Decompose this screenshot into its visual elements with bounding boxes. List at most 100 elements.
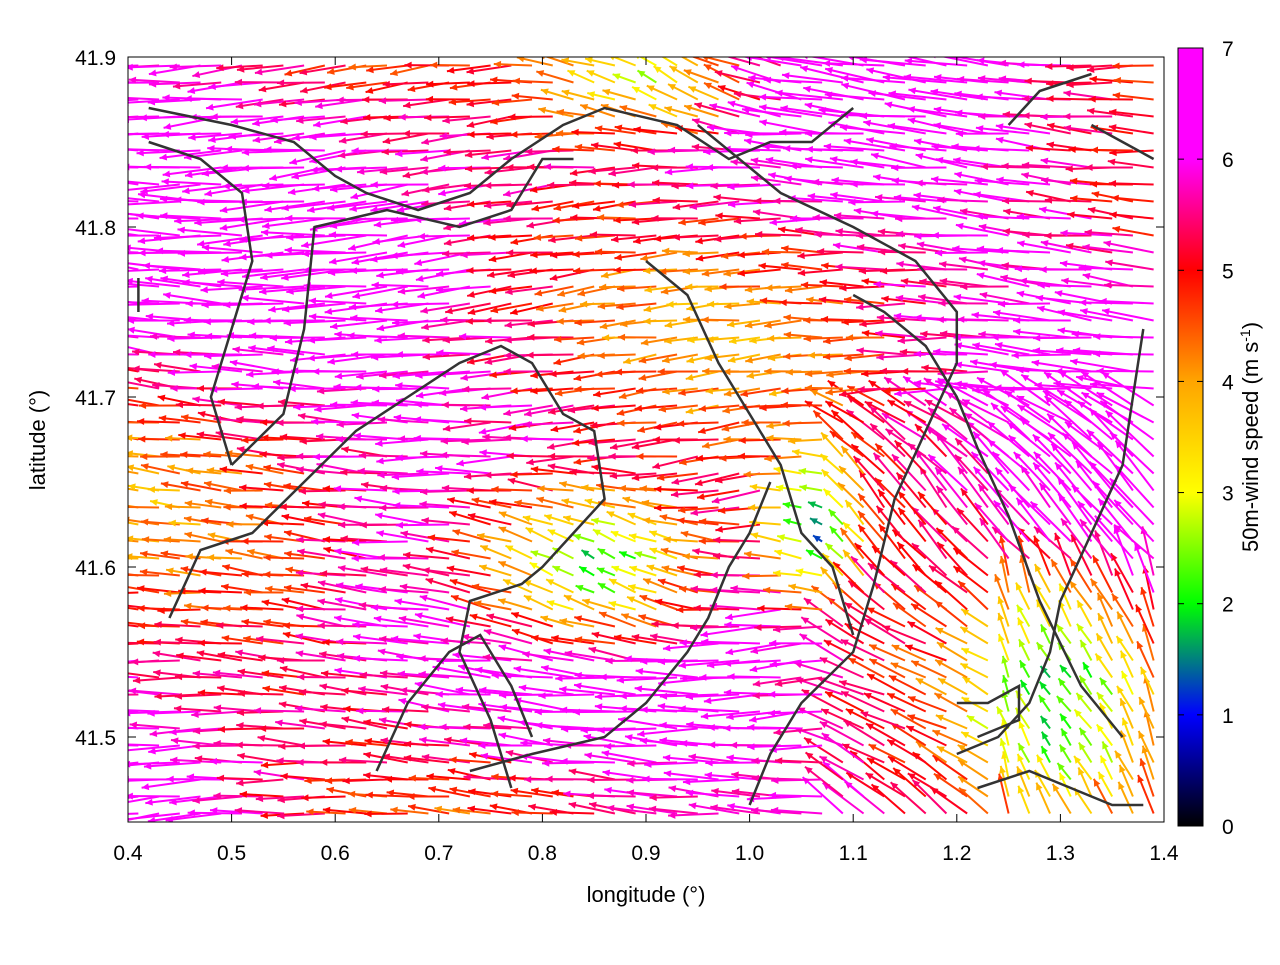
wind-vector-head [107,340,115,347]
wind-vector-head [95,590,102,597]
wind-vector-head [197,650,205,657]
y-tick-label: 41.9 [75,47,116,70]
wind-vector-head [96,601,104,608]
wind-vector-head [415,612,423,619]
wind-vector-head [647,565,655,572]
wind-vector-head [699,518,706,525]
wind-vector-shaft [264,149,325,150]
wind-vector-head [686,374,694,381]
wind-vector-head [141,519,148,526]
wind-vector-shaft [912,507,947,541]
wind-vector-head [593,205,601,212]
wind-vector-head [1045,197,1052,204]
wind-vector-head [481,393,489,400]
wind-vector-head [301,794,308,801]
wind-vector-head [350,267,357,274]
wind-vector-head [1104,282,1111,289]
wind-vector-head [719,455,726,462]
wind-vector-head [391,301,398,308]
wind-vector-head [188,87,196,94]
wind-vector-head [307,355,314,362]
wind-vector-head [379,504,386,511]
wind-vector-shaft [957,319,1008,320]
wind-vector-head [247,318,254,325]
wind-vector-head [362,96,369,103]
wind-vector-head [812,179,819,186]
wind-vector-head [654,486,661,493]
wind-vector-head [671,491,678,498]
colorbar [1178,48,1203,826]
wind-vector-head [341,446,349,453]
wind-vector-head [699,405,706,412]
wind-vector-head [597,352,604,359]
wind-vector-head [1040,113,1047,120]
wind-vector-shaft [806,149,864,150]
wind-vector-head [119,131,126,138]
wind-vector-head [467,487,474,494]
wind-vector-head [375,440,382,447]
wind-vector-head [263,317,270,324]
wind-vector-head [1000,738,1007,746]
wind-vector-head [265,252,272,259]
wind-vector-shaft [725,610,780,619]
wind-vector-head [513,78,520,85]
wind-vector-head [595,693,602,700]
wind-vector-head [105,482,113,489]
wind-vector-shaft [618,719,677,729]
wind-vector-head [342,777,349,784]
wind-vector-head [77,173,85,180]
wind-vector-head [972,145,979,152]
wind-vector-shaft [747,727,801,728]
wind-vector-head [728,356,736,363]
wind-vector-head [203,451,210,458]
wind-vector-head [169,520,176,527]
wind-vector-head [492,99,499,106]
wind-vector-head [1046,95,1053,102]
wind-vector-head [296,613,304,620]
wind-vector-head [660,514,668,521]
wind-vector-head [177,227,184,234]
wind-vector-head [184,516,192,523]
wind-vector-head [286,234,293,241]
wind-vector-shaft [705,763,760,764]
wind-vector-head [631,147,638,154]
wind-vector-head [1096,367,1103,374]
wind-vector-head [726,648,734,655]
wind-vector-head [111,660,118,667]
wind-vector-head [801,52,809,59]
wind-vector-head [469,752,477,759]
wind-vector-head [612,182,619,189]
wind-vector-head [404,741,411,748]
wind-vector-head [117,210,124,217]
wind-vector-head [335,597,343,604]
colorbar-tick-label: 1 [1222,705,1234,728]
wind-vector-shaft [658,661,719,662]
wind-vector-head [428,786,436,793]
wind-vector-head [643,318,650,325]
wind-vector-head [739,233,746,240]
wind-vector-head [526,352,533,359]
wind-vector-shaft [492,675,553,677]
wind-vector-head [548,463,556,470]
wind-vector-head [88,311,96,318]
x-tick-label: 1.3 [1046,842,1075,865]
wind-vector-shaft [604,746,656,747]
wind-vector-head [823,60,830,67]
wind-vector-shaft [521,439,574,440]
x-tick-label: 0.8 [528,842,557,865]
wind-vector-head [87,350,94,357]
wind-vector-head [363,752,371,759]
wind-vector-head [997,613,1004,621]
wind-vector-head [894,194,901,201]
wind-vector-head [701,713,708,720]
wind-vector-head [131,658,138,665]
wind-vector-head [296,605,303,612]
wind-vector-shaft [162,181,222,184]
wind-vector-head [587,792,594,799]
wind-vector-head [666,301,673,308]
wind-vector-head [660,693,667,700]
wind-vector-shaft [311,421,366,422]
wind-vector-head [618,334,625,341]
wind-vector-head [1045,63,1052,70]
wind-vector-head [126,64,133,71]
